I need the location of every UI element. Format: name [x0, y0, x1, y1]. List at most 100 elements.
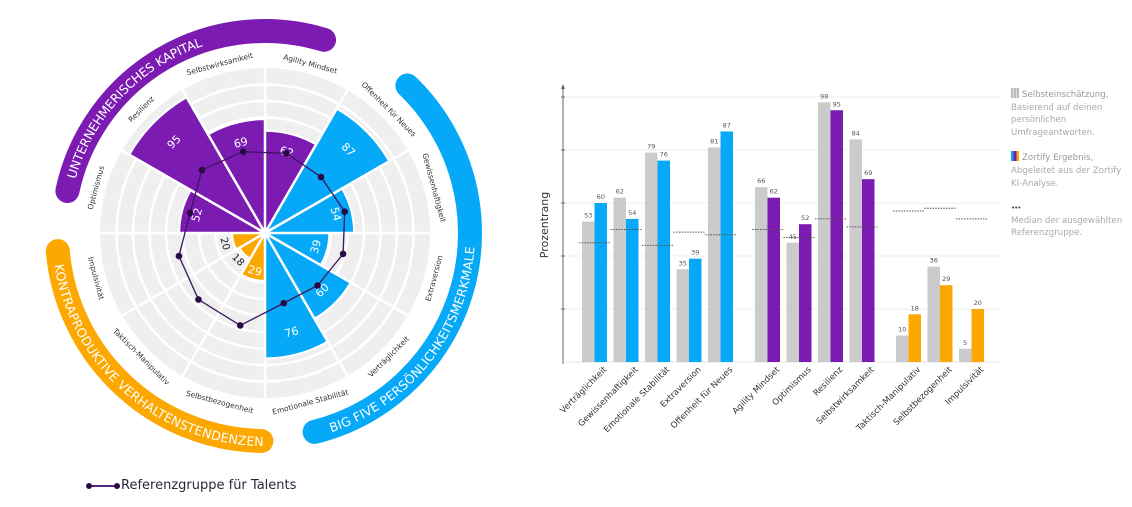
bar-value-label: 29 — [942, 275, 950, 283]
bar-self-assessment — [959, 348, 972, 362]
x-tick-label: Selbstbezogenheit — [892, 365, 955, 428]
bar-value-label: 95 — [833, 100, 841, 108]
bar-value-label: 18 — [911, 304, 919, 312]
legend-self-title: Selbsteinschätzung, — [1022, 90, 1109, 100]
radar-value-label: 39 — [308, 238, 324, 255]
radar-spoke — [263, 89, 349, 234]
radar-spoke — [264, 231, 409, 317]
reference-point — [186, 209, 194, 217]
legend-self-assessment: Selbsteinschätzung, Basierend auf deinen… — [1011, 88, 1129, 139]
radar-spoke — [181, 232, 267, 377]
reference-point — [339, 250, 347, 258]
radar-value-label: 29 — [246, 263, 263, 279]
reference-point — [236, 322, 244, 329]
bar-chart: Prozentrang 5360Verträglichkeit6254Gewiss… — [538, 84, 1000, 435]
group-arc-2 — [45, 239, 274, 453]
x-tick-label: Offenheit für Neues — [669, 365, 735, 431]
bar-value-label: 62 — [616, 188, 624, 196]
bar-value-label: 62 — [770, 188, 778, 196]
radar-spoke — [263, 232, 349, 377]
bar-value-label: 98 — [820, 92, 828, 100]
bar-zortify — [626, 218, 639, 362]
radar-value-label: 69 — [232, 135, 249, 151]
radar-spoke — [181, 89, 267, 234]
group-arc-0 — [55, 19, 337, 204]
group-arc-1 — [302, 73, 482, 444]
bar-value-label: 54 — [628, 209, 636, 217]
bar-zortify — [940, 285, 953, 362]
bar-self-assessment — [849, 139, 862, 362]
radar-value-label: 76 — [283, 324, 300, 340]
legend-self-text: Basierend auf deinen persönlichen Umfrag… — [1011, 102, 1103, 138]
bar-self-assessment — [613, 197, 626, 362]
bar-value-label: 36 — [930, 257, 938, 265]
bar-zortify — [908, 314, 921, 362]
bar-zortify — [720, 131, 733, 362]
bar-zortify — [767, 197, 780, 362]
grey-swatch-icon — [1011, 88, 1019, 98]
bar-self-assessment — [896, 335, 909, 362]
bar-value-label: 20 — [974, 299, 982, 307]
bar-value-label: 81 — [710, 137, 718, 145]
bar-zortify — [689, 258, 702, 362]
bar-value-label: 52 — [801, 214, 809, 222]
legend-zortify-text: Abgeleitet aus der Zortify KI-Analyse. — [1011, 165, 1122, 189]
bar-value-label: 5 — [963, 339, 967, 347]
bar-value-label: 69 — [864, 169, 872, 177]
x-tick-label: Gewissenhaftigkeit — [576, 365, 641, 430]
radar-spoke — [121, 149, 266, 235]
reference-point — [341, 208, 348, 215]
bar-value-label: 10 — [898, 326, 906, 334]
bar-zortify — [594, 203, 607, 362]
bar-self-assessment — [786, 242, 799, 362]
bar-value-label: 35 — [679, 259, 687, 267]
reference-point — [314, 282, 321, 289]
reference-point — [195, 296, 202, 303]
y-axis-arrow-icon — [561, 84, 565, 89]
bar-self-assessment — [676, 269, 689, 362]
bar-zortify — [799, 224, 812, 362]
reference-point — [198, 166, 206, 174]
bar-value-label: 39 — [691, 249, 699, 257]
bar-zortify — [862, 179, 875, 362]
legend-zortify-title: Zortify Ergebnis, — [1022, 153, 1094, 164]
y-axis-label: Prozentrang — [538, 192, 551, 259]
bar-self-assessment — [818, 102, 831, 363]
reference-point — [239, 148, 247, 156]
radar-spoke — [264, 149, 409, 235]
legend-median-text: Median der ausgewählten Referenzgruppe. — [1011, 215, 1123, 239]
legend-zortify: Zortify Ergebnis, Abgeleitet aus der Zor… — [1011, 151, 1129, 190]
bar-zortify — [830, 110, 843, 362]
reference-point — [280, 299, 288, 307]
bar-value-label: 87 — [723, 121, 731, 129]
reference-legend: Referenzgruppe für Talents — [86, 478, 297, 493]
legend-median: ••• Median der ausgewählten Referenzgrup… — [1011, 202, 1129, 240]
radar-value-label: 52 — [189, 206, 205, 223]
bar-self-assessment — [755, 187, 768, 362]
radar-value-label: 20 — [217, 236, 231, 251]
bar-self-assessment — [645, 152, 658, 362]
bar-self-assessment — [582, 221, 595, 362]
bar-self-assessment — [927, 266, 940, 362]
bar-value-label: 53 — [584, 212, 592, 220]
reference-point — [175, 252, 183, 260]
bar-value-label: 66 — [757, 177, 765, 185]
bar-zortify — [657, 160, 670, 362]
radar-spoke — [121, 231, 266, 317]
bar-zortify — [971, 309, 984, 362]
multicolor-swatch-icon — [1011, 151, 1019, 162]
reference-legend-label: Referenzgruppe für Talents — [121, 478, 297, 493]
legend-median-dots-icon: ••• — [1011, 204, 1021, 213]
reference-line-icon — [86, 482, 120, 489]
x-tick-label: Agility Mindset — [731, 365, 783, 417]
bar-legend: Selbsteinschätzung, Basierend auf deinen… — [1011, 88, 1129, 252]
bar-value-label: 45 — [789, 233, 797, 241]
bar-value-label: 84 — [852, 129, 860, 137]
reference-point — [283, 150, 290, 157]
reference-point — [317, 173, 325, 181]
radar-value-label: 54 — [327, 206, 343, 223]
bar-self-assessment — [708, 147, 721, 362]
bar-value-label: 76 — [660, 151, 668, 159]
bar-value-label: 79 — [647, 143, 655, 151]
